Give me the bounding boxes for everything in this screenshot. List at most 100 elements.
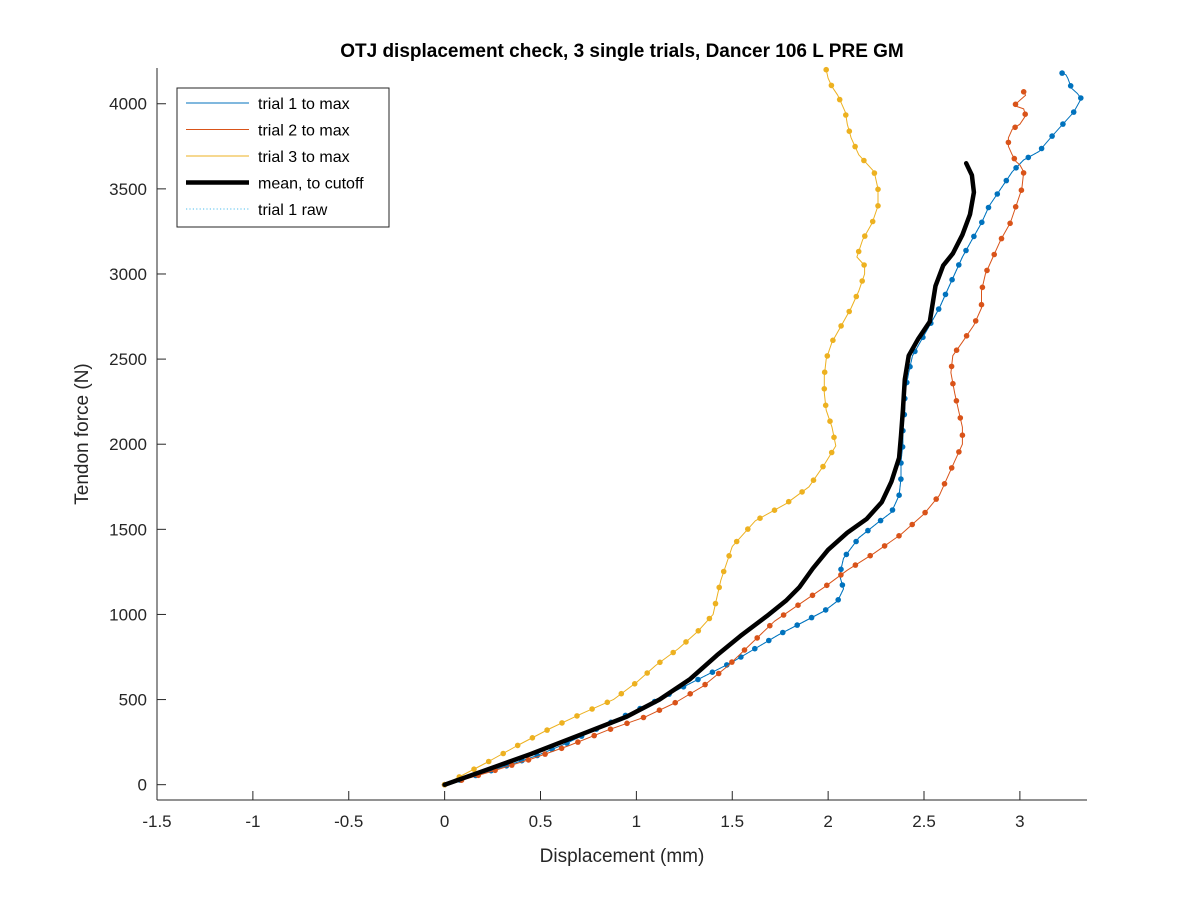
data-point [949, 276, 955, 283]
series-layer [441, 66, 1084, 788]
x-tick-label: 0 [440, 812, 449, 831]
data-point [794, 622, 800, 628]
data-point [957, 415, 964, 421]
y-tick-label: 500 [119, 691, 147, 710]
data-point [831, 434, 837, 441]
data-point [861, 157, 867, 164]
data-point [687, 691, 693, 697]
data-point [865, 527, 871, 534]
data-point [1005, 139, 1012, 146]
data-point [820, 463, 826, 470]
data-point [852, 143, 858, 150]
data-point [869, 218, 876, 225]
data-point [853, 538, 859, 545]
data-point [875, 186, 881, 193]
data-point [808, 614, 815, 621]
data-point [741, 647, 748, 653]
data-point [846, 128, 853, 134]
data-point [716, 584, 722, 591]
data-point [757, 515, 763, 521]
data-point [656, 707, 663, 713]
data-point [624, 720, 630, 727]
data-point [706, 615, 713, 622]
data-point [754, 635, 760, 641]
data-point [1049, 133, 1055, 139]
series-trial-3-to-max [441, 66, 881, 788]
x-tick-label: 1.5 [720, 812, 744, 831]
data-point [994, 191, 1001, 197]
data-point [780, 612, 787, 618]
data-point [1020, 89, 1027, 95]
legend-box [176, 87, 390, 228]
series-line [442, 161, 977, 787]
data-point [979, 219, 985, 226]
data-point [766, 637, 772, 644]
data-point [838, 323, 844, 329]
data-point [1059, 70, 1065, 76]
data-point [771, 507, 778, 513]
data-point [836, 96, 843, 103]
data-point [862, 233, 868, 239]
data-point [1012, 124, 1018, 131]
data-point [575, 739, 581, 745]
data-point [683, 639, 689, 645]
data-point [963, 247, 969, 254]
data-point [1022, 111, 1028, 117]
data-point [828, 82, 835, 89]
data-point [942, 291, 949, 298]
legend-label: trial 1 raw [258, 202, 328, 219]
data-point [998, 235, 1005, 242]
data-point [979, 284, 986, 291]
data-point [933, 496, 939, 502]
x-tick-label: -0.5 [334, 812, 363, 831]
data-point [525, 757, 532, 763]
data-point [821, 386, 828, 392]
x-tick-label: 2 [823, 812, 832, 831]
data-point [889, 507, 896, 513]
data-point [767, 622, 773, 629]
data-point [859, 278, 865, 284]
data-point [824, 582, 830, 589]
x-ticks: -1.5 -1 -0.5 0 0.5 1 1.5 2 2.5 3 [142, 791, 1025, 831]
data-point [715, 670, 722, 677]
data-point [1012, 101, 1019, 108]
data-point [657, 659, 663, 666]
data-point [978, 301, 985, 308]
data-point [670, 649, 676, 656]
data-point [618, 690, 625, 697]
data-point [871, 170, 878, 176]
data-point [1013, 165, 1019, 171]
data-point [672, 699, 678, 706]
data-point [896, 533, 902, 539]
x-tick-label: 1 [632, 812, 641, 831]
data-point [1070, 109, 1077, 115]
data-point [838, 572, 844, 578]
data-point [991, 251, 997, 258]
data-point [745, 526, 751, 532]
data-point [824, 353, 831, 359]
data-point [574, 713, 580, 719]
data-point [558, 745, 565, 752]
data-point [881, 543, 888, 549]
data-point [738, 654, 744, 660]
data-point [839, 582, 846, 588]
data-point [909, 521, 915, 528]
y-axis-label: Tendon force (N) [72, 363, 93, 505]
data-point [1038, 145, 1045, 152]
legend-label: mean, to cutoff [258, 176, 364, 193]
data-point [514, 742, 521, 749]
data-point [822, 607, 829, 613]
data-point [875, 203, 881, 209]
legend-label: trial 2 to max [258, 123, 350, 140]
data-point [835, 597, 841, 603]
data-point [971, 233, 977, 240]
data-point [948, 465, 955, 471]
data-point [695, 628, 702, 634]
data-point [1003, 177, 1010, 184]
data-point [695, 676, 701, 683]
data-point [852, 562, 859, 568]
axes: -1.5 -1 -0.5 0 0.5 1 1.5 2 2.5 3 0 500 1000 1500 2000… [109, 68, 1087, 831]
data-point [956, 262, 962, 268]
data-point [799, 489, 805, 495]
data-point [726, 553, 732, 559]
